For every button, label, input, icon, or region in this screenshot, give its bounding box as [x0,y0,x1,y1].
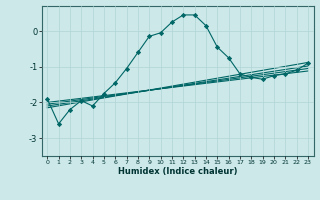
X-axis label: Humidex (Indice chaleur): Humidex (Indice chaleur) [118,167,237,176]
